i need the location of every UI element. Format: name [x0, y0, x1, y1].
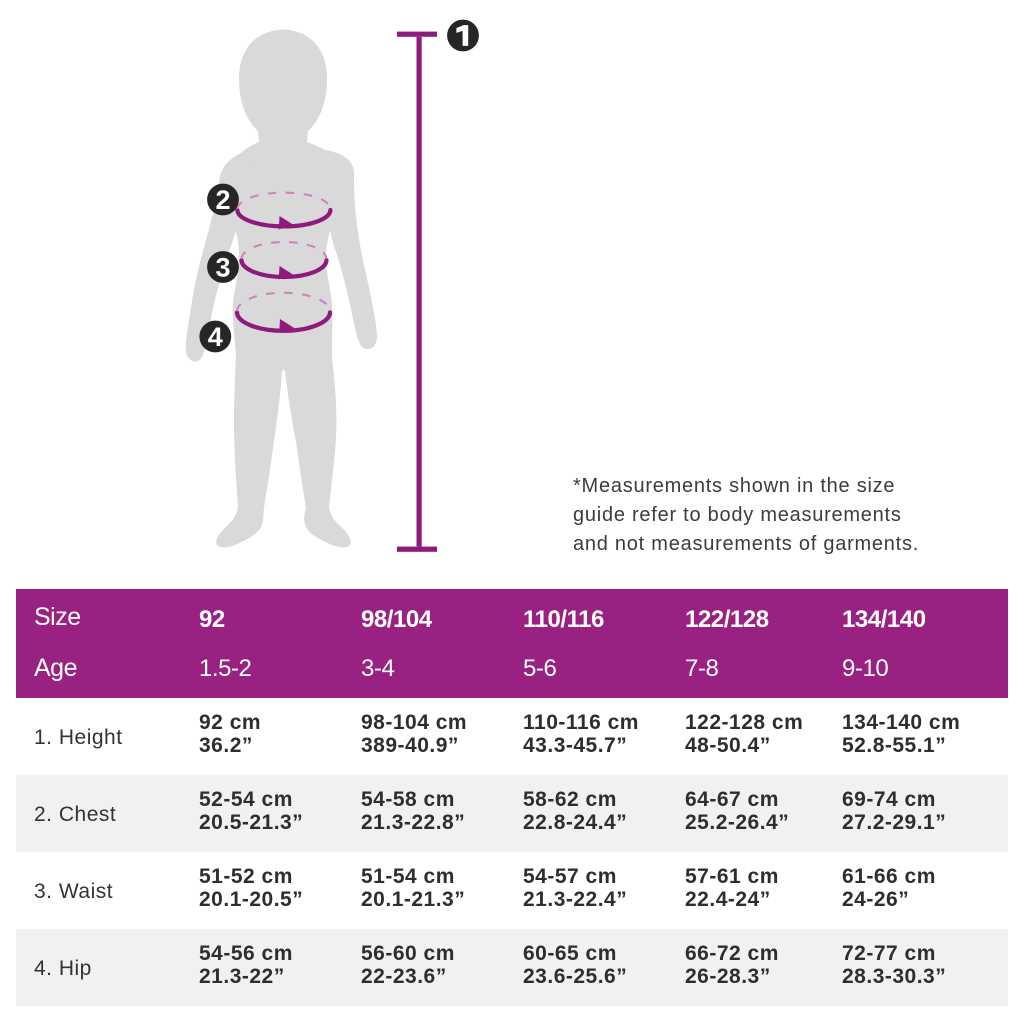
svg-text:4: 4 [208, 322, 223, 352]
svg-text:3: 3 [215, 253, 230, 283]
svg-text:2: 2 [215, 185, 230, 215]
